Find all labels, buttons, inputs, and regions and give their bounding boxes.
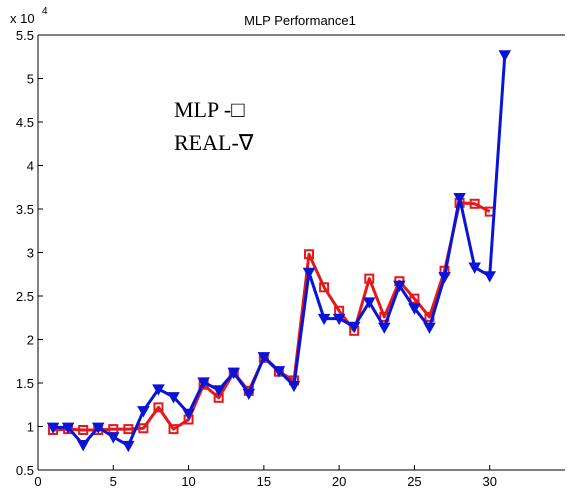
y-tick-label: 2: [27, 333, 34, 348]
data-point-triangle: [242, 388, 256, 400]
data-point-square: [138, 423, 149, 434]
chart-title: MLP Performance1: [244, 13, 356, 28]
data-point-triangle: [347, 321, 361, 333]
data-point-triangle: [302, 267, 316, 280]
y-tick-label: 4.5: [16, 115, 34, 130]
data-point-triangle: [438, 272, 451, 284]
y-ticks: 0.5 1 1.5 2 2.5 3 3.5 4 4.5 5 5.5: [16, 28, 43, 478]
y-exponent-power: 4: [42, 6, 48, 17]
data-point-square: [364, 273, 375, 284]
x-tick-label: 30: [482, 474, 496, 489]
data-point-triangle: [287, 380, 301, 393]
annotation-mlp: MLP -□: [174, 97, 245, 122]
y-tick-label: 5: [27, 72, 34, 87]
data-point-triangle: [167, 392, 180, 404]
data-point-triangle: [378, 322, 391, 334]
data-point-triangle: [423, 322, 436, 334]
data-point-square: [168, 424, 179, 435]
data-point-square: [319, 282, 330, 293]
data-point-triangle: [498, 50, 512, 62]
x-tick-label: 20: [332, 474, 346, 489]
data-point-triangle: [137, 406, 150, 418]
data-point-square: [304, 249, 315, 260]
data-point-triangle: [332, 313, 346, 326]
data-point-triangle: [483, 271, 496, 283]
data-point-triangle: [197, 377, 210, 389]
y-axis-exponent: x 10 4: [10, 6, 48, 26]
data-point-triangle: [212, 385, 225, 397]
data-point-square: [469, 198, 480, 209]
y-tick-label: 4: [27, 159, 34, 174]
x-tick-label: 5: [110, 474, 117, 489]
data-point-triangle: [182, 408, 195, 420]
data-point-triangle: [317, 313, 331, 326]
annotation-real: REAL-∇: [174, 130, 254, 155]
x-tick-label: 0: [34, 474, 41, 489]
x-tick-label: 15: [257, 474, 271, 489]
y-exponent-base: x 10: [10, 11, 35, 26]
data-point-triangle: [122, 440, 135, 453]
data-point-triangle: [468, 262, 481, 274]
data-point-triangle: [408, 303, 421, 315]
data-point-triangle: [91, 422, 105, 434]
data-point-triangle: [61, 422, 75, 434]
data-point-triangle: [393, 280, 406, 293]
data-point-square: [123, 424, 134, 435]
data-point-triangle: [107, 432, 120, 444]
data-point-square: [409, 293, 420, 304]
y-tick-label: 2.5: [16, 289, 34, 304]
series-triangle-down: [46, 50, 512, 453]
x-tick-label: 25: [407, 474, 421, 489]
data-point-triangle: [46, 422, 60, 434]
y-tick-label: 1: [27, 420, 34, 435]
y-tick-label: 3.5: [16, 202, 34, 217]
x-ticks: 0 5 10 15 20 25 30: [34, 465, 497, 489]
series-layer: [46, 50, 512, 453]
x-tick-label: 10: [181, 474, 195, 489]
y-tick-label: 1.5: [16, 376, 34, 391]
data-point-triangle: [453, 192, 466, 205]
data-point-triangle: [227, 367, 241, 380]
data-point-triangle: [257, 352, 271, 364]
y-tick-label: 0.5: [16, 463, 34, 478]
data-point-triangle: [362, 297, 376, 309]
data-point-triangle: [272, 366, 286, 378]
data-point-triangle: [152, 384, 165, 396]
data-point-square: [153, 402, 164, 413]
data-point-triangle: [76, 440, 90, 452]
data-point-square: [78, 424, 89, 435]
y-tick-label: 3: [27, 246, 34, 261]
y-tick-label: 5.5: [16, 28, 34, 43]
